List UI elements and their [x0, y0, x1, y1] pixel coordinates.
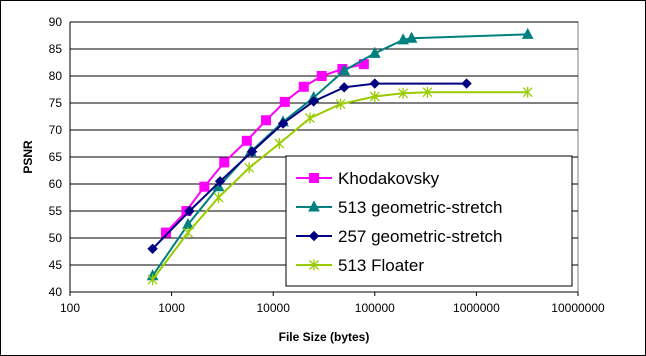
- x-tick-label: 1000000: [453, 301, 500, 315]
- data-point: [521, 27, 534, 39]
- data-point: [244, 162, 255, 174]
- x-tick-label: 100000: [355, 301, 395, 315]
- x-tick-label: 100: [60, 301, 80, 315]
- data-point: [279, 96, 290, 107]
- legend-label: 513 Floater: [338, 256, 424, 275]
- data-point: [368, 46, 381, 58]
- legend: Khodakovsky 513 geometric-stretch 257 geom…: [285, 155, 573, 287]
- legend-marker: [309, 173, 319, 183]
- data-point: [422, 86, 433, 98]
- y-tick-label: 85: [49, 42, 63, 56]
- legend-marker: [308, 200, 320, 212]
- legend-label: Khodakovsky: [338, 169, 440, 188]
- x-tick-label: 1000: [158, 301, 185, 315]
- data-point: [214, 176, 226, 187]
- y-tick-label: 45: [49, 258, 63, 272]
- legend-item: 257 geometric-stretch: [296, 227, 502, 246]
- y-tick-label: 80: [49, 69, 63, 83]
- data-point: [199, 181, 210, 192]
- data-point: [246, 146, 258, 157]
- data-point: [160, 227, 171, 238]
- data-point: [261, 115, 272, 126]
- y-tick-label: 40: [49, 285, 63, 299]
- data-point: [369, 91, 380, 103]
- data-point: [241, 135, 252, 146]
- legend-item: 513 Floater: [296, 256, 424, 275]
- data-point: [339, 82, 350, 93]
- x-axis-title: File Size (bytes): [279, 330, 370, 344]
- legend-item: Khodakovsky: [296, 169, 440, 188]
- y-tick-label: 75: [49, 96, 63, 110]
- legend-marker: [308, 230, 320, 242]
- axes: 40 45 50 55 60 65 70 75 80 85 90 100 1000 10000 100000…: [49, 15, 605, 315]
- data-point: [405, 31, 418, 43]
- series-group: [146, 27, 534, 286]
- data-point: [219, 157, 230, 168]
- data-point: [522, 86, 533, 98]
- legend-item: 513 geometric-stretch: [296, 198, 502, 217]
- data-point: [316, 71, 327, 81]
- legend-box: [285, 155, 573, 287]
- data-point: [335, 98, 346, 110]
- y-tick-label: 60: [49, 177, 63, 191]
- data-point: [277, 118, 289, 129]
- data-point: [147, 243, 158, 255]
- data-point: [369, 78, 381, 89]
- data-point: [298, 81, 309, 92]
- y-tick-label: 65: [49, 150, 63, 164]
- legend-label: 257 geometric-stretch: [338, 227, 502, 246]
- legend-marker: [309, 259, 319, 271]
- data-point: [461, 78, 472, 89]
- data-point: [304, 112, 315, 124]
- y-tick-label: 70: [49, 123, 63, 137]
- data-point: [308, 96, 319, 107]
- legend-label: 513 geometric-stretch: [338, 198, 502, 217]
- series-257-geometric-stretch: [147, 78, 472, 255]
- data-point: [147, 274, 158, 286]
- data-point: [274, 138, 285, 149]
- x-tick-label: 10000000: [551, 301, 605, 315]
- data-point: [184, 205, 195, 217]
- data-point: [183, 227, 193, 239]
- data-point: [398, 87, 409, 99]
- data-point: [213, 192, 224, 203]
- data-point: [338, 64, 351, 76]
- series-513-floater: [147, 86, 533, 286]
- data-point: [397, 33, 409, 45]
- y-axis-title: PSNR: [21, 140, 35, 174]
- x-tick-label: 10000: [257, 301, 291, 315]
- y-tick-label: 55: [49, 204, 63, 218]
- y-tick-label: 50: [49, 231, 63, 245]
- y-tick-label: 90: [49, 15, 63, 29]
